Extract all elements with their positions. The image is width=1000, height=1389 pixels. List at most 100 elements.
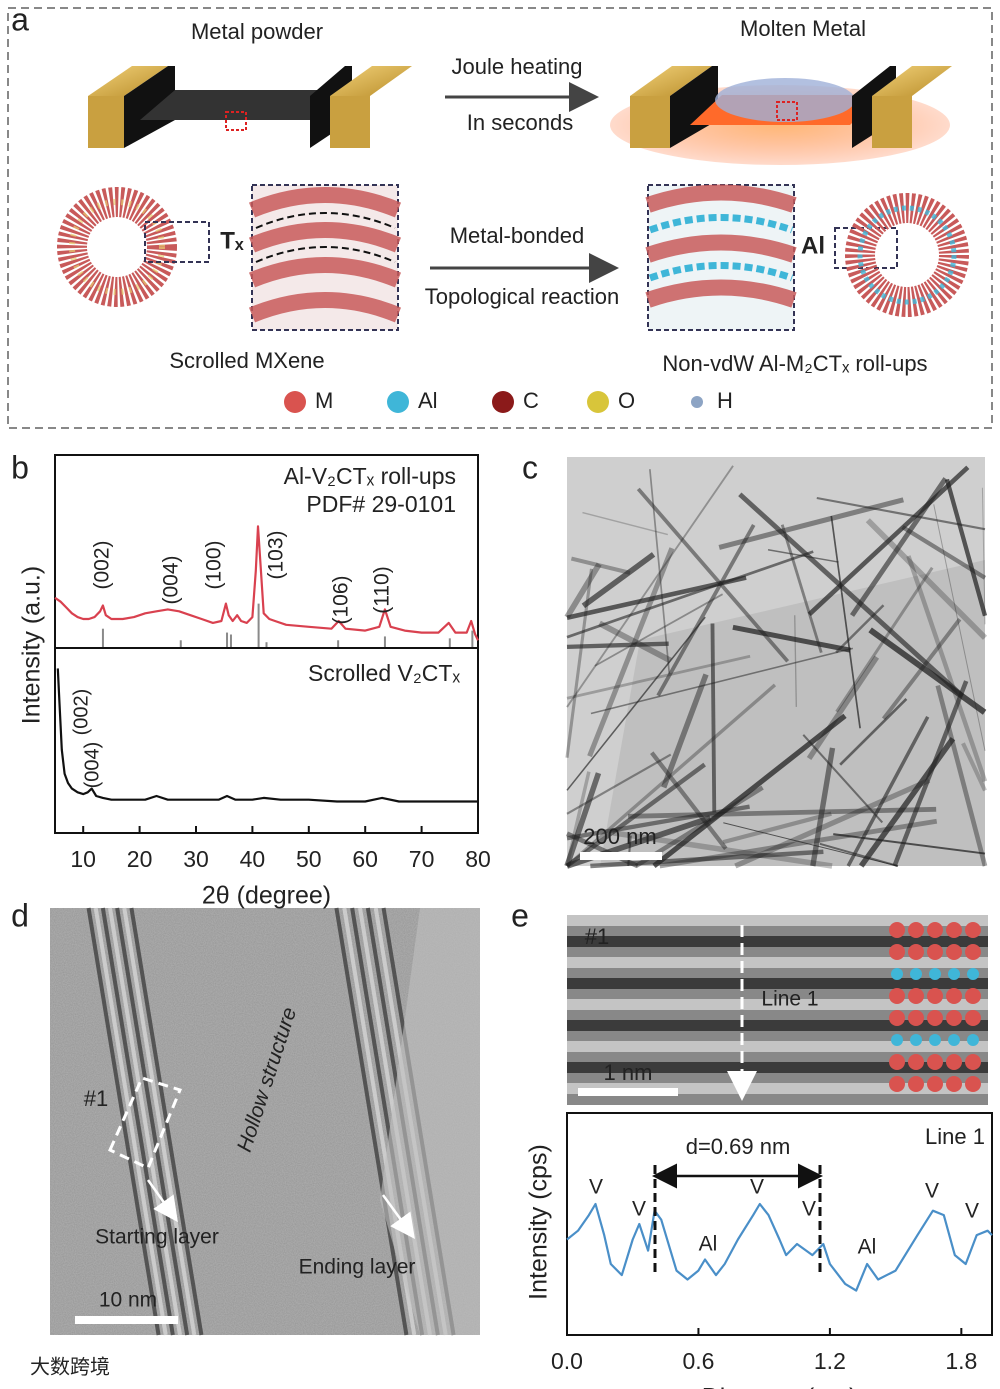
atom <box>908 988 924 1004</box>
nanoscroll <box>656 524 756 697</box>
atom <box>965 1010 981 1026</box>
fringe <box>567 957 988 968</box>
fringe <box>567 978 988 989</box>
x-axis-label: 2θ (degree) <box>202 882 331 910</box>
nanoscroll <box>806 655 880 760</box>
atom <box>965 922 981 938</box>
legend-atom <box>587 391 609 413</box>
atom <box>889 922 905 938</box>
scale-bar <box>580 852 662 860</box>
scale-bar-label: 1 nm <box>604 1060 653 1085</box>
atom <box>965 1076 981 1092</box>
lattice-fringe <box>334 907 409 1336</box>
nanoscroll <box>710 623 717 813</box>
x-tick-label: 30 <box>183 846 209 872</box>
atom <box>946 922 962 938</box>
nanoscroll <box>819 842 899 867</box>
nanoscroll <box>718 497 904 550</box>
label: Topological reaction <box>425 284 619 309</box>
atom <box>908 1076 924 1092</box>
fringe <box>567 999 988 1010</box>
chart-title: Line 1 <box>925 1124 985 1149</box>
nanoscroll <box>738 492 965 698</box>
plot-frame <box>54 647 479 834</box>
fringe <box>567 915 988 926</box>
nanoscroll <box>794 615 797 707</box>
nanoscroll <box>564 562 602 619</box>
lattice-fringe <box>108 907 182 1336</box>
lattice-fringe <box>100 907 175 1336</box>
nanoscroll <box>892 680 969 867</box>
nanoscroll <box>944 478 988 617</box>
nanoscroll <box>566 616 706 791</box>
nanoscroll <box>767 549 839 563</box>
nanoscroll <box>835 604 885 654</box>
nanoscroll <box>564 772 602 867</box>
panel-label: e <box>511 897 529 933</box>
nanoscroll <box>802 734 884 824</box>
nanoscroll <box>816 496 986 531</box>
fringe <box>567 936 988 947</box>
atom <box>965 944 981 960</box>
tem-image-d <box>50 907 480 1336</box>
atom <box>910 1034 922 1046</box>
nanoscroll <box>594 593 724 667</box>
nanoscroll <box>723 822 898 867</box>
data-line <box>56 668 478 803</box>
nanoscroll <box>722 811 832 845</box>
panel-label: c <box>522 449 538 485</box>
region-label: #1 <box>84 1086 108 1111</box>
atom <box>927 944 943 960</box>
legend-label: M <box>315 388 333 413</box>
nanoscroll <box>566 550 814 639</box>
x-tick-label: 0.0 <box>551 1348 583 1374</box>
region-box <box>108 1076 183 1171</box>
nanoscroll <box>865 518 988 640</box>
peak-label: (103) <box>265 530 288 579</box>
atom <box>891 968 903 980</box>
nanoscroll <box>628 806 937 819</box>
nanoscroll <box>780 524 823 654</box>
atom <box>891 1034 903 1046</box>
fringe <box>567 1020 988 1031</box>
atom <box>910 968 922 980</box>
atom <box>927 1010 943 1026</box>
atom <box>908 944 924 960</box>
nanoscroll <box>732 624 852 653</box>
label: Molten Metal <box>740 16 866 41</box>
nanoscroll <box>565 762 706 868</box>
peak-label: (002) <box>70 689 92 736</box>
x-tick-label: 1.2 <box>814 1348 846 1374</box>
nanoscroll <box>981 487 986 625</box>
x-axis-label: Distance (nm) <box>702 1384 858 1389</box>
label: Metal powder <box>191 19 323 44</box>
nanoscroll <box>566 641 669 650</box>
nanoscroll <box>835 566 934 713</box>
nanoscroll <box>582 511 669 536</box>
atom <box>948 1034 960 1046</box>
nanoscroll <box>566 465 734 708</box>
nanoscroll <box>734 777 931 869</box>
scroll-right <box>645 184 969 331</box>
nanoscroll <box>649 469 671 674</box>
plot-frame <box>566 1112 993 1336</box>
atom <box>967 968 979 980</box>
nanoscroll <box>868 627 987 715</box>
scale-bar-label: 10 nm <box>99 1289 157 1312</box>
peak-label: V <box>965 1200 979 1223</box>
nanoscroll <box>933 504 986 751</box>
legend-label: C <box>523 388 539 413</box>
device-right <box>610 66 952 165</box>
atom <box>965 1054 981 1070</box>
nanoscroll <box>587 547 675 758</box>
atom <box>927 922 943 938</box>
panel-label: b <box>11 449 29 485</box>
peak-label: V <box>632 1198 646 1221</box>
nanoscroll <box>650 751 728 851</box>
scale-bar-label: 200 nm <box>583 824 656 849</box>
atom <box>946 1076 962 1092</box>
nanoscroll <box>566 753 672 815</box>
nanoscroll <box>565 683 777 868</box>
